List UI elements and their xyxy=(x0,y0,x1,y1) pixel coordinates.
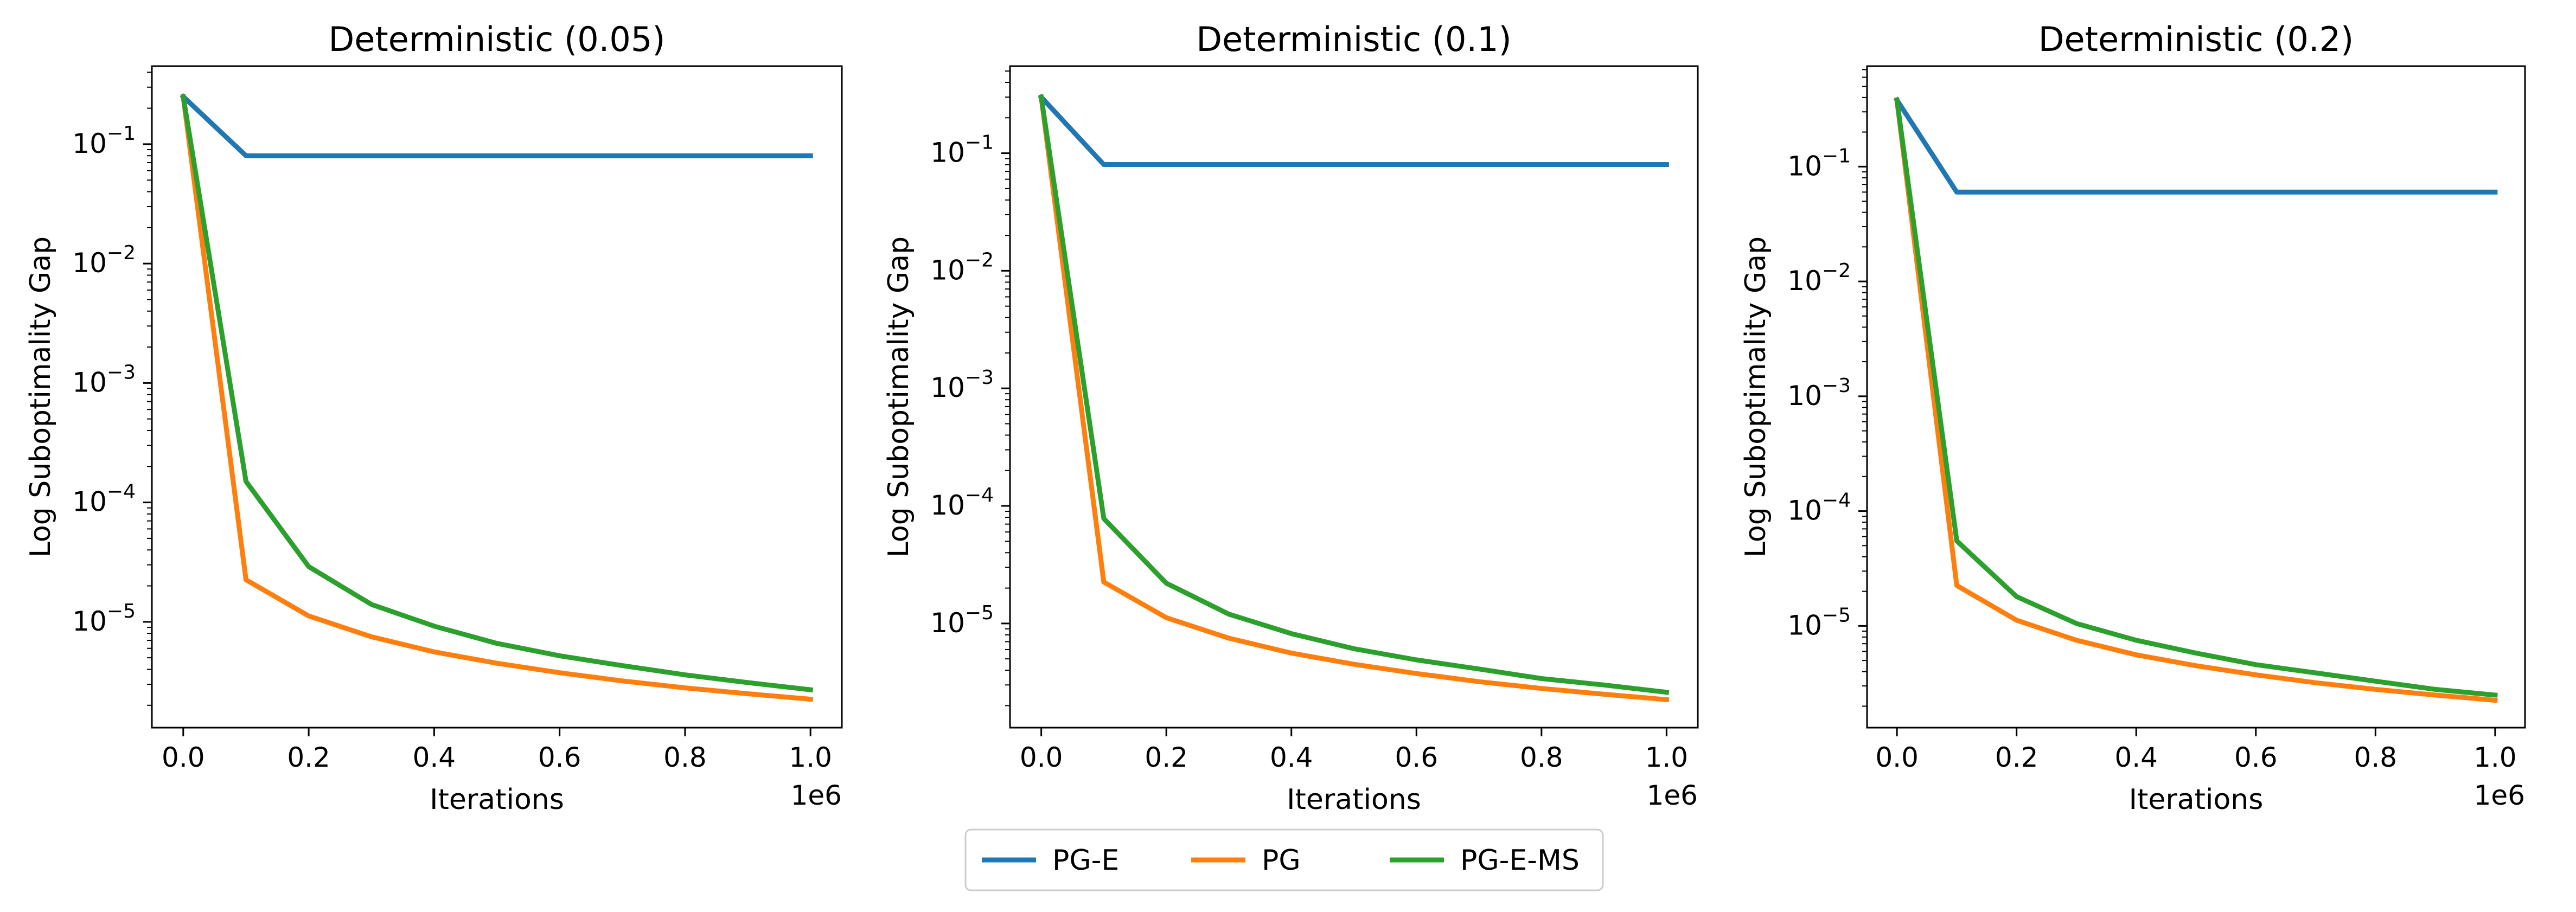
x-tick-label: 0.4 xyxy=(2114,742,2158,773)
series-line-pg xyxy=(180,94,814,702)
axes-frame xyxy=(151,65,843,729)
x-tick-label: 0.0 xyxy=(1875,742,1919,773)
legend-label-pg-e-ms: PG-E-MS xyxy=(1460,844,1580,877)
x-tick-label: 0.2 xyxy=(1145,742,1188,773)
y-tick-label: 10−5 xyxy=(1787,604,1851,641)
x-offset-label: 1e6 xyxy=(791,780,842,811)
y-tick-label: 10−2 xyxy=(930,249,994,286)
chart-title: Deterministic (0.05) xyxy=(329,20,666,59)
x-tick-label: 0.0 xyxy=(162,742,205,773)
series-line-pg-e xyxy=(1893,97,2498,195)
y-tick-label: 10−5 xyxy=(72,600,136,637)
series-line-pg-e-ms xyxy=(1894,97,2498,698)
y-tick-label: 10−4 xyxy=(1787,490,1851,526)
chart-panel-2: Deterministic (0.1) 0.0 0.2 0.4 0.6 0.8 1.0 1e6… xyxy=(883,20,1699,816)
chart-panel-3: Deterministic (0.2) 0.0 0.2 0.4 0.6 0.8 1.0 1e6… xyxy=(1740,20,2526,816)
x-tick-label: 0.6 xyxy=(1395,742,1439,773)
x-tick-label: 1.0 xyxy=(2473,742,2517,773)
chart-panel-1: Deterministic (0.05) 0.0 0.2 0.4 0.6 0.8 1.0 1e… xyxy=(24,20,843,816)
y-axis-label: Log Suboptimality Gap xyxy=(1740,236,1772,557)
series-line-pg-e-ms xyxy=(180,94,814,693)
x-tick-label: 0.4 xyxy=(1270,742,1313,773)
series-line-pg xyxy=(1894,97,2498,703)
x-tick-label: 1.0 xyxy=(1645,742,1689,773)
y-tick-label: 10−1 xyxy=(72,123,136,159)
series-line-pg xyxy=(1038,94,1670,703)
axes-frame xyxy=(1009,65,1699,729)
x-tick-label: 0.2 xyxy=(287,742,330,773)
series-line-pg-e xyxy=(1038,93,1669,167)
legend-box xyxy=(964,828,1604,891)
x-tick-label: 0.8 xyxy=(2354,742,2398,773)
x-tick-label: 0.8 xyxy=(663,742,707,773)
x-offset-label: 1e6 xyxy=(1647,780,1698,811)
x-axis-label: Iterations xyxy=(1287,783,1421,816)
legend-label-pg-e: PG-E xyxy=(1052,844,1119,877)
x-tick-label: 0.4 xyxy=(413,742,456,773)
y-tick-label: 10−1 xyxy=(930,132,994,169)
y-tick-label: 10−3 xyxy=(930,367,994,403)
legend-label-pg: PG xyxy=(1262,844,1301,877)
x-tick-label: 0.6 xyxy=(538,742,581,773)
y-axis-label: Log Suboptimality Gap xyxy=(24,236,57,557)
x-tick-label: 0.8 xyxy=(1520,742,1563,773)
series-line-pg-e xyxy=(180,93,813,158)
x-tick-label: 0.6 xyxy=(2234,742,2278,773)
y-tick-label: 10−1 xyxy=(1787,145,1851,182)
y-tick-label: 10−5 xyxy=(930,602,994,639)
legend: PG-E PG PG-E-MS xyxy=(964,828,1604,891)
x-axis-label: Iterations xyxy=(430,783,564,816)
chart-title: Deterministic (0.2) xyxy=(2038,20,2354,59)
y-tick-label: 10−3 xyxy=(72,361,136,398)
y-tick-label: 10−2 xyxy=(72,242,136,279)
series-line-pg-e-ms xyxy=(1038,94,1670,695)
y-tick-label: 10−3 xyxy=(1787,375,1851,412)
y-axis-label: Log Suboptimality Gap xyxy=(883,236,915,557)
y-tick-label: 10−4 xyxy=(930,484,994,521)
y-tick-label: 10−4 xyxy=(72,481,136,518)
x-offset-label: 1e6 xyxy=(2474,780,2525,811)
axes-frame xyxy=(1866,65,2526,729)
chart-title: Deterministic (0.1) xyxy=(1196,20,1512,59)
y-tick-label: 10−2 xyxy=(1787,260,1851,297)
x-axis-label: Iterations xyxy=(2129,783,2264,816)
x-tick-label: 0.0 xyxy=(1020,742,1063,773)
chart-panels: Deterministic (0.05) 0.0 0.2 0.4 0.6 0.8 1.0 1e… xyxy=(24,20,2526,816)
x-tick-label: 0.2 xyxy=(1995,742,2038,773)
x-tick-label: 1.0 xyxy=(789,742,832,773)
